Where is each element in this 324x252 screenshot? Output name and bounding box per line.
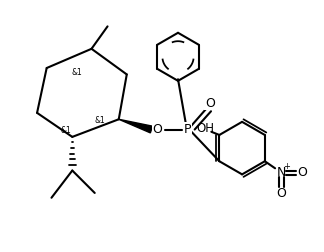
Text: OH: OH [196,122,214,135]
Text: P: P [184,123,191,136]
Polygon shape [119,119,153,133]
Text: O: O [205,97,215,110]
Text: N: N [277,166,286,179]
Text: &1: &1 [94,116,105,125]
Text: O: O [277,187,286,200]
Text: O: O [152,123,162,136]
Text: &1: &1 [61,126,71,135]
Text: &1: &1 [72,68,83,77]
Text: +: + [283,162,290,171]
Text: O: O [298,166,307,179]
